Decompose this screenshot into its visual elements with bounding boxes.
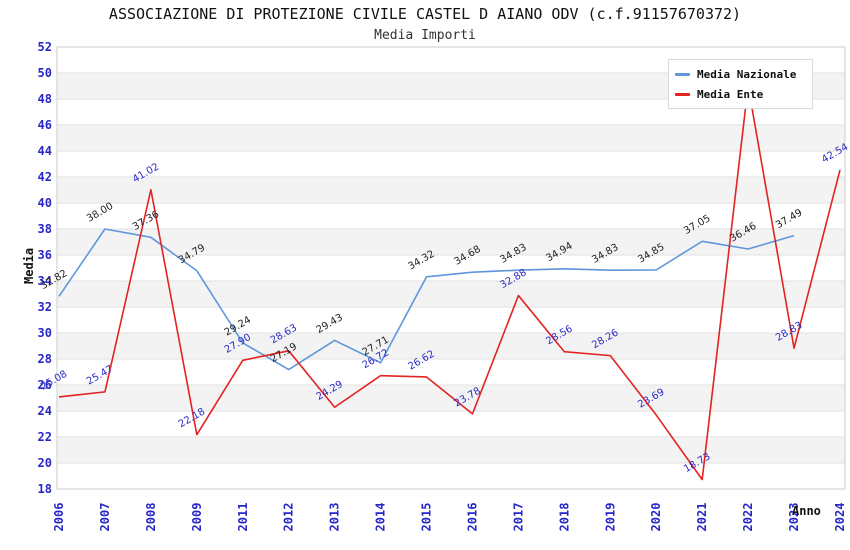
series-line-media-ente xyxy=(58,85,841,481)
legend-swatch-media-ente xyxy=(675,92,690,96)
legend-item-media-nazionale: Media Nazionale xyxy=(675,64,806,84)
y-tick-label: 48 xyxy=(38,92,52,106)
grid-band xyxy=(57,177,845,203)
y-tick-label: 20 xyxy=(38,456,52,470)
grid-band xyxy=(57,385,845,411)
x-tick-label: 2022 xyxy=(741,503,755,532)
x-tick-label: 2018 xyxy=(557,503,571,532)
x-tick-label: 2014 xyxy=(374,503,388,532)
value-label: 25.47 xyxy=(85,364,115,388)
x-tick-label: 2013 xyxy=(328,503,342,532)
y-tick-label: 42 xyxy=(38,170,52,184)
y-tick-label: 50 xyxy=(38,66,52,80)
grid-band xyxy=(57,125,845,151)
y-tick-label: 44 xyxy=(38,144,52,158)
x-tick-label: 2023 xyxy=(787,503,801,532)
x-tick-label: 2015 xyxy=(420,503,434,532)
legend-swatch-media-nazionale xyxy=(675,72,690,76)
legend-label-media-ente: Media Ente xyxy=(697,87,764,101)
value-label: 37.49 xyxy=(774,207,804,231)
y-tick-label: 52 xyxy=(38,40,52,54)
y-tick-label: 22 xyxy=(38,430,52,444)
legend-item-media-ente: Media Ente xyxy=(675,84,806,104)
x-tick-label: 2021 xyxy=(695,503,709,532)
x-tick-label: 2016 xyxy=(465,503,479,532)
x-tick-label: 2019 xyxy=(603,503,617,532)
legend: Media Nazionale Media Ente xyxy=(668,59,813,109)
x-tick-label: 2006 xyxy=(52,503,66,532)
y-tick-label: 28 xyxy=(38,352,52,366)
grid-band xyxy=(57,281,845,307)
grid-band xyxy=(57,229,845,255)
y-tick-label: 40 xyxy=(38,196,52,210)
x-tick-label: 2012 xyxy=(282,503,296,532)
x-tick-label: 2020 xyxy=(649,503,663,532)
value-label: 29.43 xyxy=(315,312,345,336)
y-tick-label: 32 xyxy=(38,300,52,314)
x-tick-label: 2011 xyxy=(236,503,250,532)
y-tick-label: 24 xyxy=(38,404,52,418)
y-tick-label: 36 xyxy=(38,248,52,262)
x-axis-title: Anno xyxy=(792,504,821,518)
x-tick-label: 2007 xyxy=(98,503,112,532)
y-tick-label: 34 xyxy=(38,274,52,288)
chart-subtitle: Media Importi xyxy=(374,28,476,43)
grid-band xyxy=(57,437,845,463)
y-tick-label: 18 xyxy=(38,482,52,496)
y-tick-label: 46 xyxy=(38,118,52,132)
y-tick-label: 38 xyxy=(38,222,52,236)
chart-title: ASSOCIAZIONE DI PROTEZIONE CIVILE CASTEL… xyxy=(108,5,742,23)
value-label: 38.00 xyxy=(85,201,115,225)
x-tick-label: 2009 xyxy=(190,503,204,532)
plot-border xyxy=(56,46,846,490)
y-tick-label: 30 xyxy=(38,326,52,340)
y-tick-label: 26 xyxy=(38,378,52,392)
grid-band xyxy=(57,333,845,359)
legend-label-media-nazionale: Media Nazionale xyxy=(697,67,797,81)
x-tick-label: 2008 xyxy=(144,503,158,532)
y-axis-title: Media xyxy=(22,247,36,284)
series-line-media-nazionale xyxy=(58,228,795,371)
x-tick-label: 2017 xyxy=(511,503,525,532)
x-tick-label: 2024 xyxy=(833,503,847,532)
